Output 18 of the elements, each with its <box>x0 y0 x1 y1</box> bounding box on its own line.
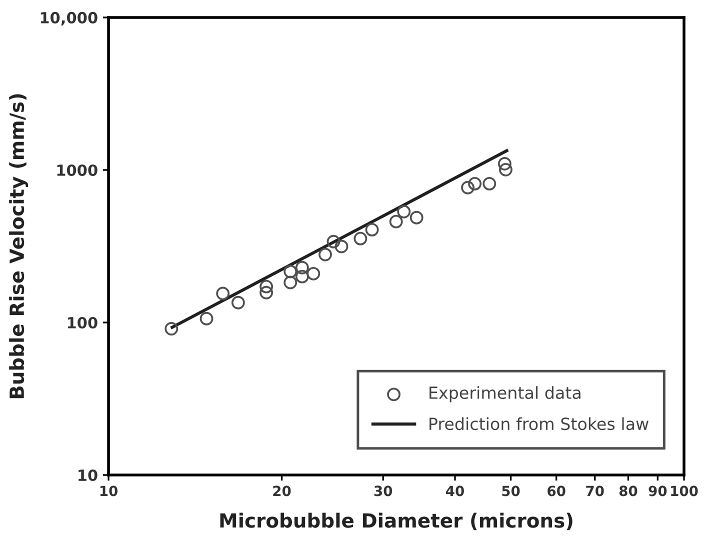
x-tick-label: 60 <box>548 486 566 496</box>
x-tick-label: 100 <box>671 486 698 496</box>
x-tick-label: 10 <box>100 486 118 496</box>
y-tick-label: 10,000 <box>40 12 98 26</box>
x-tick-label: 80 <box>619 486 638 496</box>
x-tick-label: 70 <box>586 486 604 496</box>
y-tick-label: 1000 <box>57 164 98 176</box>
legend-label: Experimental data <box>430 386 580 402</box>
y-tick-label: 100 <box>68 316 98 329</box>
x-axis-title: Microbubble Diameter (microns) <box>220 512 572 530</box>
y-axis-title: Bubble Rise Velocity (mm/s) <box>9 94 28 398</box>
x-tick-label: 50 <box>502 486 520 496</box>
x-tick-label: 30 <box>374 486 392 496</box>
x-tick-label: 20 <box>273 486 291 496</box>
y-tick-label: 10 <box>78 469 98 482</box>
x-tick-label: 40 <box>446 486 464 496</box>
legend-label: Prediction from Stokes law <box>430 417 648 430</box>
x-tick-label: 90 <box>648 486 667 496</box>
